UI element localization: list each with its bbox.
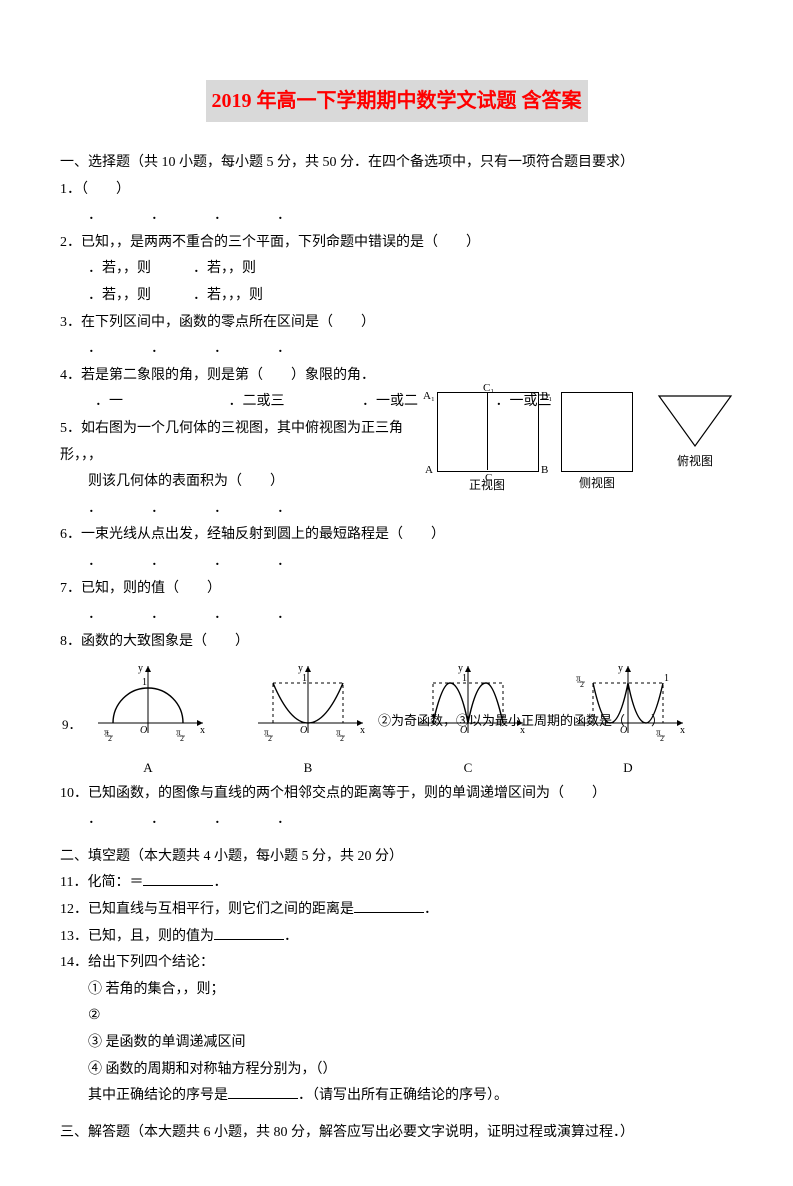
q14-end-left: 其中正确结论的序号是 bbox=[88, 1088, 228, 1103]
q13: 13．已知，且，则的值为 ． bbox=[60, 924, 733, 951]
svg-text:1: 1 bbox=[664, 673, 669, 684]
graph-c-label: C bbox=[408, 756, 528, 781]
q13-blank bbox=[214, 925, 284, 940]
q5-options: ． ． ． ． bbox=[60, 496, 733, 523]
q12-left: 12．已知直线与互相平行，则它们之间的距离是 bbox=[60, 902, 354, 917]
q8-graph-row: 1 xy - π2 π2 O A 9． 1 xy O π bbox=[60, 661, 733, 780]
svg-text:O: O bbox=[140, 725, 147, 736]
svg-text:y: y bbox=[298, 663, 303, 674]
q1: 1．（ ） bbox=[60, 177, 733, 204]
q14-end: 其中正确结论的序号是 ．（请写出所有正确结论的序号）。 bbox=[60, 1083, 733, 1110]
side-view bbox=[561, 392, 633, 472]
front-view: A₁ C₁ B₁ A C B bbox=[437, 390, 537, 474]
graph-c: 1 xy O C ②为奇函数，③以为最小正周期的函数是（ ） bbox=[408, 661, 528, 780]
section-2-head: 二、填空题（本大题共 4 小题，每小题 5 分，共 20 分） bbox=[60, 844, 733, 871]
page-title: 2019 年高一下学期期中数学文试题 含答案 bbox=[206, 80, 588, 122]
q4-opt-a: ．一 bbox=[95, 389, 225, 416]
label-c1: C₁ bbox=[483, 378, 494, 399]
svg-text:1: 1 bbox=[462, 673, 467, 684]
graph-d: 1 xy O π2 π2 D bbox=[568, 661, 688, 780]
front-view-group: A₁ C₁ B₁ A C B 正视图 bbox=[437, 390, 537, 497]
section-3-head: 三、解答题（本大题共 6 小题，共 80 分，解答应写出必要文字说明，证明过程或… bbox=[60, 1120, 733, 1147]
top-view-group: 俯视图 bbox=[657, 390, 733, 473]
svg-text:2: 2 bbox=[340, 734, 344, 743]
q6: 6．一束光线从点出发，经轴反射到圆上的最短路程是（ ） bbox=[60, 522, 733, 549]
q13-left: 13．已知，且，则的值为 bbox=[60, 929, 214, 944]
graph-b: 1 xy O π2 π2 B bbox=[248, 661, 368, 780]
q9-prefix: 9． bbox=[62, 713, 82, 738]
q10: 10．已知函数，的图像与直线的两个相邻交点的距离等于，则的单调递增区间为（ ） bbox=[60, 781, 733, 808]
svg-text:y: y bbox=[138, 663, 143, 674]
q12-blank bbox=[354, 898, 424, 913]
q14-end-right: ．（请写出所有正确结论的序号）。 bbox=[298, 1088, 508, 1103]
q11: 11．化简：＝ ． bbox=[60, 870, 733, 897]
q14-2: ② bbox=[60, 1003, 733, 1030]
q2: 2．已知，，是两两不重合的三个平面，下列命题中错误的是（ ） bbox=[60, 230, 733, 257]
svg-text:1: 1 bbox=[142, 677, 147, 688]
svg-text:2: 2 bbox=[268, 734, 272, 743]
q14-1: ① 若角的集合，，则； bbox=[60, 977, 733, 1004]
graph-b-label: B bbox=[248, 756, 368, 781]
top-view bbox=[657, 394, 733, 450]
q14-4: ④ 函数的周期和对称轴方程分别为，（） bbox=[60, 1057, 733, 1084]
q4: 4．若是第二象限的角，则是第（ ）象限的角． bbox=[60, 363, 733, 390]
svg-text:2: 2 bbox=[180, 734, 184, 743]
q3-options: ． ． ． ． bbox=[60, 336, 733, 363]
q11-left: 11．化简：＝ bbox=[60, 875, 143, 890]
q12: 12．已知直线与互相平行，则它们之间的距离是 ． bbox=[60, 897, 733, 924]
svg-text:x: x bbox=[200, 725, 205, 736]
svg-text:2: 2 bbox=[580, 680, 584, 689]
section-1-head: 一、选择题（共 10 小题，每小题 5 分，共 50 分．在四个备选项中，只有一… bbox=[60, 150, 733, 177]
q14: 14．给出下列四个结论： bbox=[60, 950, 733, 977]
q14-blank bbox=[228, 1084, 298, 1099]
q2-row-a: ．若，，则 ．若，，则 bbox=[60, 256, 733, 283]
svg-text:O: O bbox=[620, 725, 627, 736]
q13-right: ． bbox=[284, 929, 298, 944]
side-view-group: 侧视图 bbox=[561, 390, 633, 495]
q4-opt-b: ．二或三 bbox=[229, 389, 359, 416]
top-view-caption: 俯视图 bbox=[657, 450, 733, 473]
q2-row-b: ．若，，则 ．若，，，则 bbox=[60, 283, 733, 310]
svg-text:O: O bbox=[300, 725, 307, 736]
q6-options: ． ． ． ． bbox=[60, 549, 733, 576]
q11-right: ． bbox=[213, 875, 227, 890]
label-b1: B₁ bbox=[541, 386, 552, 407]
graph-a-label: A bbox=[88, 756, 208, 781]
label-b: B bbox=[541, 460, 548, 481]
svg-text:2: 2 bbox=[108, 734, 112, 743]
svg-text:y: y bbox=[458, 663, 463, 674]
q8: 8．函数的大致图象是（ ） bbox=[60, 629, 733, 656]
q12-right: ． bbox=[424, 902, 438, 917]
q3: 3．在下列区间中，函数的零点所在区间是（ ） bbox=[60, 310, 733, 337]
side-view-caption: 侧视图 bbox=[561, 472, 633, 495]
q14-3: ③ 是函数的单调递减区间 bbox=[60, 1030, 733, 1057]
label-a1: A₁ bbox=[423, 386, 435, 407]
q11-blank bbox=[143, 871, 213, 886]
q7-options: ． ． ． ． bbox=[60, 602, 733, 629]
q1-options: ． ． ． ． bbox=[60, 203, 733, 230]
graph-a: 1 xy - π2 π2 O A 9． bbox=[88, 661, 208, 780]
svg-text:2: 2 bbox=[660, 734, 664, 743]
label-c: C bbox=[485, 468, 492, 489]
svg-text:y: y bbox=[618, 663, 623, 674]
graph-d-label: D bbox=[568, 756, 688, 781]
svg-text:x: x bbox=[680, 725, 685, 736]
svg-text:x: x bbox=[360, 725, 365, 736]
label-a: A bbox=[425, 460, 433, 481]
q7: 7．已知，则的值（ ） bbox=[60, 576, 733, 603]
svg-text:1: 1 bbox=[302, 673, 307, 684]
q10-options: ． ． ． ． bbox=[60, 807, 733, 834]
q5-figures: A₁ C₁ B₁ A C B 正视图 侧视图 俯视图 bbox=[437, 390, 733, 497]
